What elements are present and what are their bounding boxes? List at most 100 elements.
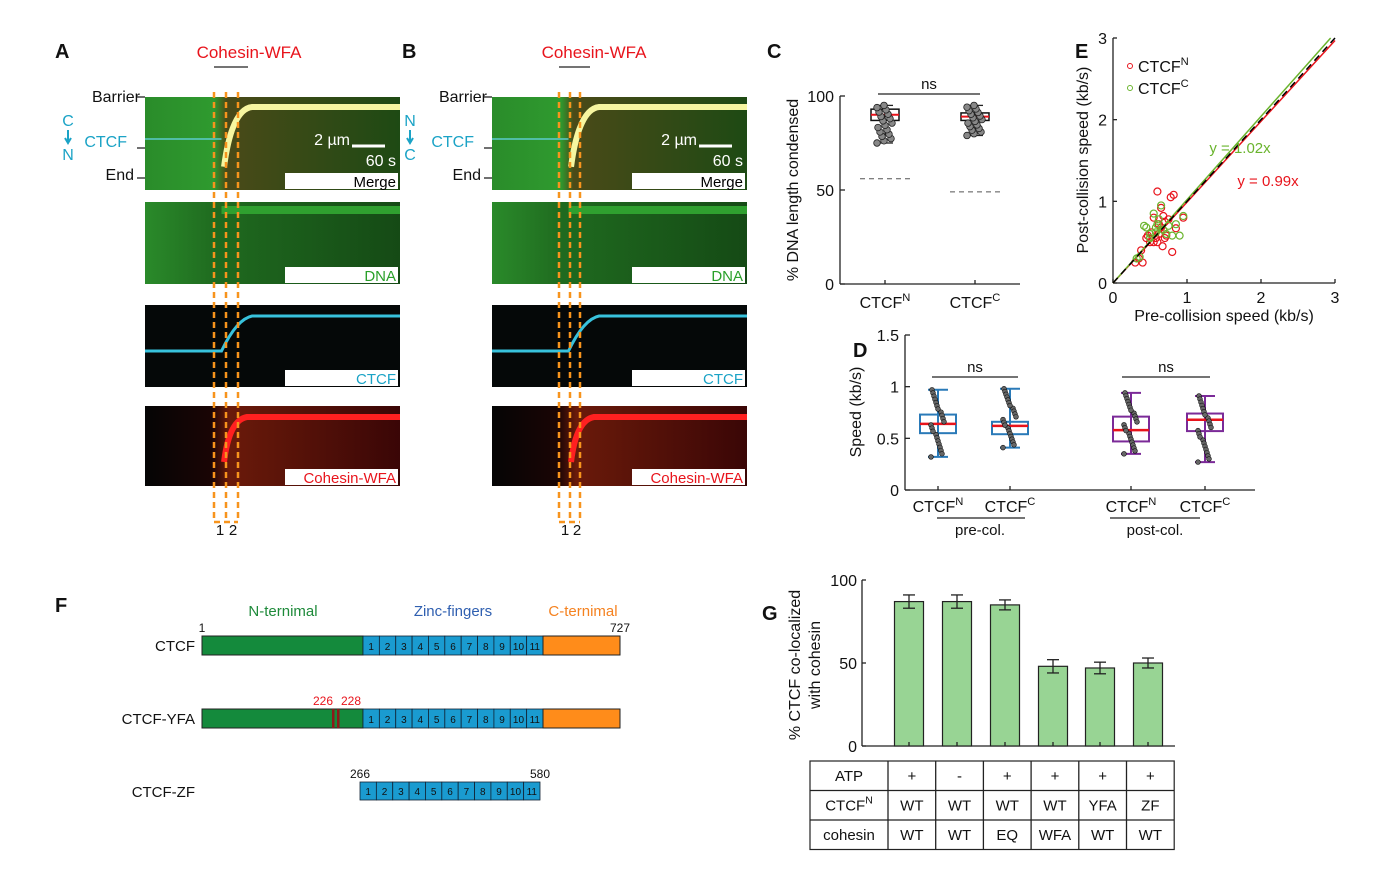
scatter-point (1153, 238, 1162, 247)
zinc-finger-number: 5 (434, 642, 440, 653)
y-tick-label: 1.5 (877, 328, 899, 345)
channel-label-box (632, 370, 745, 386)
ctcf-label: CTCF (431, 134, 474, 151)
significance-label: ns (921, 76, 937, 93)
y-tick-label: 50 (839, 656, 857, 673)
zinc-finger-number: 5 (434, 715, 440, 726)
channel-label: CTCF (356, 371, 396, 388)
data-point (941, 419, 947, 425)
table-cell: YFA (1088, 798, 1116, 815)
zinc-finger-number: 11 (530, 715, 541, 726)
scatter-point (1153, 187, 1162, 196)
data-point (1128, 407, 1134, 413)
x-tick-label-base: CTCF (985, 499, 1028, 516)
zinc-finger-number: 4 (414, 787, 420, 798)
zinc-finger-number: 4 (417, 642, 423, 653)
channel-label: Merge (700, 174, 743, 191)
data-point (930, 428, 936, 435)
data-point (1132, 448, 1138, 454)
scatter-point (1162, 229, 1171, 239)
data-point (1206, 456, 1212, 462)
zinc-finger-number: 2 (382, 787, 388, 798)
mutation-label: 228 (341, 694, 361, 708)
domain-header: N-ternimal (248, 603, 317, 620)
scatter-point (1151, 223, 1161, 232)
table-row-label-base: CTCF (825, 798, 865, 815)
x-tick-label-base: CTCF (1180, 499, 1223, 516)
x-tick-label: CTCFC (950, 292, 1001, 312)
scatter-point (1171, 224, 1181, 233)
n-terminal-domain (201, 635, 364, 656)
x-tick-label: 1 (1183, 290, 1192, 307)
x-tick-label-sup: N (955, 496, 963, 508)
construct-name: CTCF-YFA (122, 711, 195, 728)
fit-label-green: y = 1.02x (1209, 140, 1271, 157)
zinc-finger-number: 1 (365, 787, 371, 798)
zinc-finger-number: 6 (450, 642, 456, 653)
x-tick-label: CTCFN (860, 292, 911, 312)
residue-start: 266 (350, 767, 370, 781)
scatter-point (1171, 220, 1181, 229)
y-tick-label: 100 (807, 89, 834, 106)
bar (941, 600, 973, 747)
channel-label-box (632, 267, 745, 283)
data-point (1202, 412, 1208, 418)
channel-label-box (285, 469, 398, 485)
data-point (963, 131, 971, 140)
group-label: pre-col. (955, 522, 1005, 539)
x-tick-label: CTCFN (913, 496, 964, 516)
barrier-label: Barrier (92, 89, 141, 106)
scatter-point (1156, 201, 1166, 210)
scatter-point (1158, 242, 1167, 251)
ctcf-label: CTCF (84, 134, 127, 151)
x-tick-label-sup: C (1027, 496, 1035, 508)
orientation-top: N (404, 113, 416, 130)
orientation-arrow-icon (64, 130, 72, 145)
table-cell: WT (900, 827, 923, 844)
data-point (970, 101, 978, 110)
panel-label-B: B (402, 41, 416, 63)
data-point (1002, 422, 1008, 428)
x-tick-label-base: CTCF (1106, 499, 1149, 516)
zinc-finger-number: 7 (467, 715, 473, 726)
x-tick-label-base: CTCF (950, 295, 993, 312)
bar (989, 604, 1021, 747)
collision-label-2: 2 (573, 522, 581, 539)
data-point (1007, 402, 1013, 409)
y-axis-label: with cohesin (807, 621, 824, 710)
mutation-mark (337, 709, 340, 728)
channel-label-box (285, 173, 398, 189)
data-point (939, 451, 945, 457)
bar (1132, 662, 1164, 747)
x-axis-label: Pre-collision speed (kb/s) (1134, 308, 1314, 325)
data-point (1134, 419, 1140, 425)
data-point (963, 103, 971, 111)
zinc-finger-number: 6 (447, 787, 453, 798)
x-tick-label-sup: N (1148, 496, 1156, 508)
cohesin-track (568, 104, 747, 168)
orientation-bottom: C (404, 147, 416, 164)
domain-header: C-ternimal (548, 603, 617, 620)
dna-band (221, 206, 400, 214)
zinc-finger-number: 5 (431, 787, 437, 798)
bar (1084, 667, 1116, 747)
zinc-finger-number: 2 (385, 715, 391, 726)
data-point (935, 406, 941, 412)
orientation-bottom: N (62, 147, 74, 164)
table-cell: + (907, 768, 916, 785)
condition-table (809, 760, 1175, 851)
x-tick-label: 2 (1257, 290, 1266, 307)
zinc-finger-number: 8 (480, 787, 486, 798)
barrier-label: Barrier (439, 89, 488, 106)
data-point (1123, 427, 1129, 434)
scatter-point (1169, 190, 1178, 199)
channel-label-box (632, 173, 745, 189)
y-axis-label: % DNA length condensed (785, 99, 802, 281)
fit-label-red: y = 0.99x (1237, 173, 1299, 190)
panel-label-D: D (853, 340, 867, 362)
scatter-point (1179, 211, 1188, 221)
y-tick-label: 3 (1098, 31, 1107, 48)
x-tick-label-base: CTCF (860, 295, 903, 312)
data-point (880, 101, 888, 110)
end-label: End (453, 167, 481, 184)
